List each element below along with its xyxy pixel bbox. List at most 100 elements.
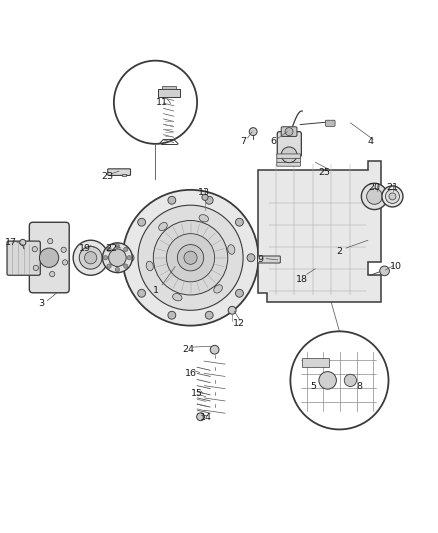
Text: 12: 12 xyxy=(233,319,245,328)
Ellipse shape xyxy=(159,222,167,231)
Text: 23: 23 xyxy=(101,172,113,181)
Circle shape xyxy=(205,311,213,319)
Text: 2: 2 xyxy=(336,247,343,256)
Text: 9: 9 xyxy=(258,255,264,264)
Circle shape xyxy=(107,247,111,252)
Circle shape xyxy=(247,254,255,262)
Circle shape xyxy=(124,264,128,268)
Circle shape xyxy=(281,147,297,163)
Text: 1: 1 xyxy=(152,286,159,295)
Text: 8: 8 xyxy=(356,383,362,391)
Bar xyxy=(158,89,180,97)
Circle shape xyxy=(123,190,258,326)
Ellipse shape xyxy=(173,294,182,301)
Circle shape xyxy=(61,247,66,253)
Circle shape xyxy=(202,194,208,200)
Text: 15: 15 xyxy=(191,389,203,398)
Circle shape xyxy=(114,61,197,144)
FancyBboxPatch shape xyxy=(108,169,131,175)
Circle shape xyxy=(385,189,399,204)
Text: 10: 10 xyxy=(390,262,403,271)
Circle shape xyxy=(197,413,205,421)
Text: 20: 20 xyxy=(368,183,381,192)
Circle shape xyxy=(380,266,389,276)
Circle shape xyxy=(367,189,382,204)
Circle shape xyxy=(103,255,108,260)
Polygon shape xyxy=(258,161,381,302)
Circle shape xyxy=(184,251,197,264)
FancyBboxPatch shape xyxy=(277,154,300,158)
Circle shape xyxy=(168,196,176,204)
FancyBboxPatch shape xyxy=(277,132,301,157)
Circle shape xyxy=(319,372,336,389)
Bar xyxy=(122,174,126,176)
Circle shape xyxy=(153,221,228,295)
Circle shape xyxy=(166,233,215,282)
Circle shape xyxy=(285,128,293,135)
Circle shape xyxy=(205,196,213,204)
FancyBboxPatch shape xyxy=(7,241,40,275)
Text: 21: 21 xyxy=(386,183,398,192)
Circle shape xyxy=(177,245,204,271)
Circle shape xyxy=(48,238,53,244)
Text: 22: 22 xyxy=(106,245,118,254)
Circle shape xyxy=(102,243,132,273)
Circle shape xyxy=(49,271,55,277)
Circle shape xyxy=(168,311,176,319)
FancyBboxPatch shape xyxy=(325,120,335,126)
Circle shape xyxy=(20,239,26,246)
Circle shape xyxy=(85,252,97,264)
Ellipse shape xyxy=(146,261,153,271)
Text: 6: 6 xyxy=(271,137,277,146)
Circle shape xyxy=(138,289,145,297)
Text: 11: 11 xyxy=(156,98,168,107)
Circle shape xyxy=(39,248,59,268)
Circle shape xyxy=(236,219,244,226)
Text: 14: 14 xyxy=(200,413,212,422)
Circle shape xyxy=(290,332,389,430)
Circle shape xyxy=(249,128,257,135)
Bar xyxy=(302,359,328,367)
Bar xyxy=(162,86,176,89)
Ellipse shape xyxy=(199,215,208,222)
Text: 17: 17 xyxy=(5,238,17,247)
Circle shape xyxy=(32,247,37,252)
Text: 24: 24 xyxy=(182,345,194,354)
Circle shape xyxy=(62,260,67,265)
Text: 3: 3 xyxy=(39,299,45,308)
Circle shape xyxy=(115,268,120,272)
FancyBboxPatch shape xyxy=(29,222,69,293)
Circle shape xyxy=(79,246,102,269)
Text: 25: 25 xyxy=(318,168,330,177)
Circle shape xyxy=(115,244,120,248)
Text: 7: 7 xyxy=(240,137,246,146)
Text: 4: 4 xyxy=(367,137,373,146)
Circle shape xyxy=(124,247,128,252)
Circle shape xyxy=(210,345,219,354)
Circle shape xyxy=(73,240,108,275)
Ellipse shape xyxy=(214,285,223,293)
Circle shape xyxy=(344,374,357,386)
Text: 5: 5 xyxy=(310,383,316,391)
Circle shape xyxy=(109,249,126,266)
FancyBboxPatch shape xyxy=(281,127,297,136)
Text: 16: 16 xyxy=(184,369,197,378)
Circle shape xyxy=(138,205,243,310)
Circle shape xyxy=(236,289,244,297)
Circle shape xyxy=(33,265,39,271)
Circle shape xyxy=(126,254,134,262)
FancyBboxPatch shape xyxy=(277,162,300,166)
Circle shape xyxy=(361,183,388,209)
FancyBboxPatch shape xyxy=(258,256,280,263)
Circle shape xyxy=(127,255,131,260)
Circle shape xyxy=(138,219,145,226)
Circle shape xyxy=(382,186,403,207)
Text: 13: 13 xyxy=(198,188,210,197)
Circle shape xyxy=(389,193,396,200)
Ellipse shape xyxy=(228,245,235,254)
FancyBboxPatch shape xyxy=(277,158,300,162)
Circle shape xyxy=(107,264,111,268)
Text: 19: 19 xyxy=(79,245,92,254)
Text: 18: 18 xyxy=(296,275,308,284)
Circle shape xyxy=(228,306,236,314)
